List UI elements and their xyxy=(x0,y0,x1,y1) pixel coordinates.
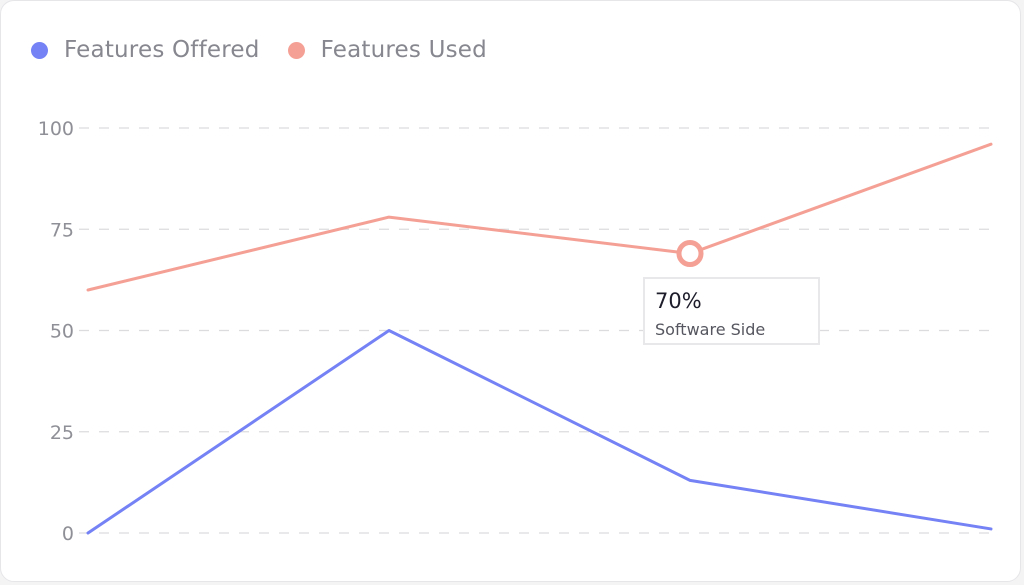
data-point-features-used-1[interactable] xyxy=(383,211,395,223)
series-line-features-offered[interactable] xyxy=(86,329,993,535)
y-tick-label-0: 0 xyxy=(62,523,74,545)
y-axis-ticks: 0 25 50 75 100 xyxy=(38,118,74,545)
highlighted-point-marker[interactable] xyxy=(676,240,704,268)
series-line-features-used[interactable] xyxy=(86,142,993,292)
legend-label-features-offered: Features Offered xyxy=(64,37,260,63)
data-point-features-offered-3[interactable] xyxy=(985,523,997,535)
data-point-features-offered-2[interactable] xyxy=(684,474,696,486)
legend-label-features-used: Features Used xyxy=(320,37,487,63)
y-tick-label-25: 25 xyxy=(50,422,74,444)
data-point-features-offered-1[interactable] xyxy=(383,325,395,337)
y-tick-label-100: 100 xyxy=(38,118,74,140)
highlight-layer xyxy=(676,240,704,268)
legend-item-features-offered[interactable]: Features Offered xyxy=(31,37,260,63)
gridlines xyxy=(79,127,991,534)
data-point-features-used-0[interactable] xyxy=(82,284,94,296)
series-lines xyxy=(82,138,997,539)
tooltip-value: 70% xyxy=(655,289,702,313)
y-tick-label-50: 50 xyxy=(50,321,74,343)
tooltip-label: Software Side xyxy=(655,320,766,339)
legend-item-features-used[interactable]: Features Used xyxy=(287,37,487,63)
y-tick-label-75: 75 xyxy=(50,219,74,241)
data-point-features-offered-0[interactable] xyxy=(82,527,94,539)
chart-tooltip: 70% Software Side xyxy=(643,277,820,345)
data-point-features-used-3[interactable] xyxy=(985,138,997,150)
chart-legend: Features Offered Features Used xyxy=(31,37,515,63)
legend-marker-features-offered xyxy=(31,41,48,59)
legend-marker-features-used xyxy=(287,41,305,59)
